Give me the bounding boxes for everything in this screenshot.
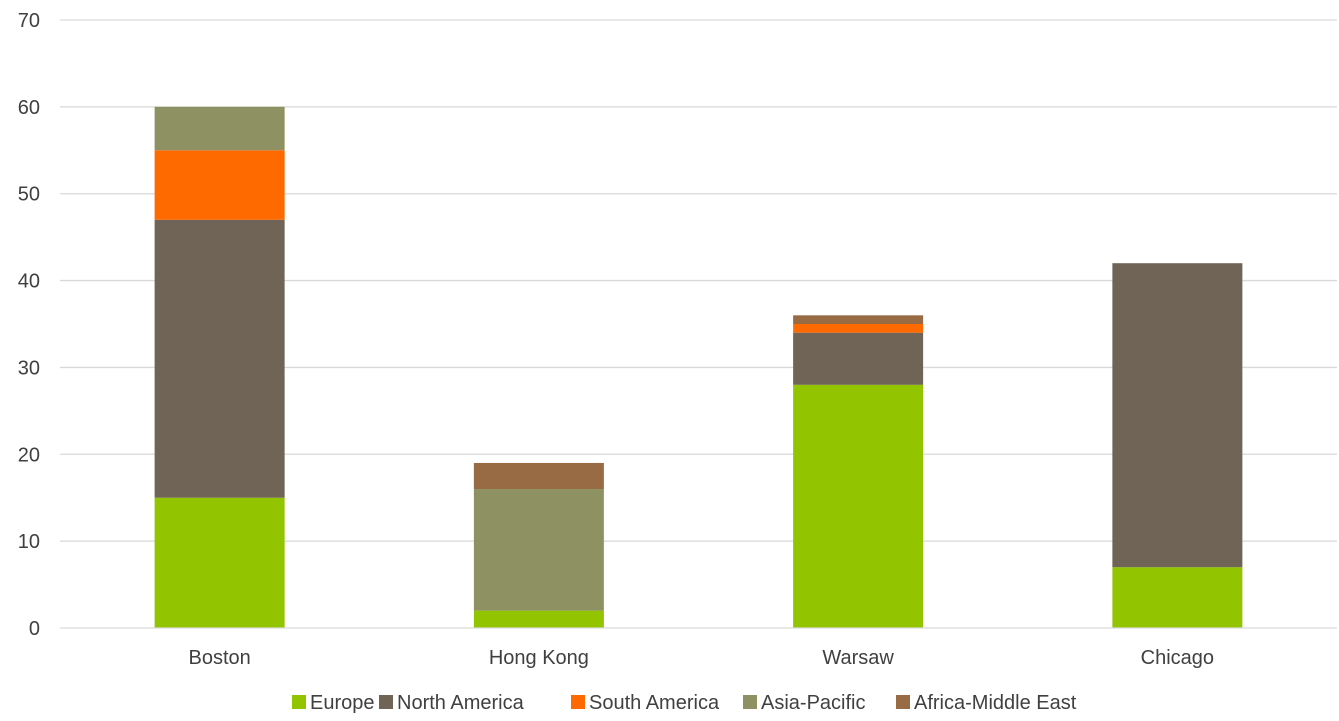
bar-segment-chicago-europe [1112,567,1243,628]
bar-segment-hong-kong-europe [473,610,604,628]
y-tick-label: 70 [18,10,40,32]
legend-label: Africa-Middle East [914,692,1077,714]
y-tick-label: 50 [18,184,40,206]
y-tick-label: 60 [18,97,40,119]
bar-segment-boston-north-america [154,219,285,498]
x-category-label: Chicago [1141,647,1214,669]
legend-label: Asia-Pacific [761,692,865,714]
y-tick-label: 40 [18,271,40,293]
legend-item: South America [571,692,720,714]
legend-label: South America [589,692,720,714]
legend: Europe North America South America Asia-Pac… [292,692,1077,714]
x-category-label: Hong Kong [489,647,589,669]
bar-segment-hong-kong-asia-pacific [473,489,604,611]
bar-segment-warsaw-north-america [793,332,924,385]
bar-segment-chicago-north-america [1112,263,1243,568]
x-category-label: Boston [188,647,250,669]
bar-segment-warsaw-africa-middle-east [793,315,924,324]
bar-segment-warsaw-europe [793,384,924,628]
bar-segment-boston-europe [154,497,285,628]
y-tick-label: 20 [18,444,40,466]
bars [154,106,1243,628]
legend-swatch [571,695,585,709]
legend-swatch [896,695,910,709]
y-axis-tick-labels: 0 10 20 30 40 50 60 70 [18,10,40,640]
y-tick-label: 10 [18,531,40,553]
x-axis-category-labels: Boston Hong Kong Warsaw Chicago [188,647,1214,669]
bar-segment-hong-kong-africa-middle-east [473,462,604,490]
bar-segment-boston-south-america [154,150,285,220]
legend-item: Asia-Pacific [743,692,865,714]
x-category-label: Warsaw [822,647,894,669]
y-tick-label: 30 [18,357,40,379]
y-tick-label: 0 [29,618,40,640]
legend-swatch [292,695,306,709]
legend-label: North America [397,692,525,714]
bar-segment-warsaw-south-america [793,324,924,333]
legend-item: Africa-Middle East [896,692,1077,714]
bar-segment-boston-asia-pacific [154,106,285,151]
legend-item: Europe [292,692,375,714]
legend-label: Europe [310,692,375,714]
legend-item: North America [379,692,525,714]
legend-swatch [379,695,393,709]
legend-swatch [743,695,757,709]
